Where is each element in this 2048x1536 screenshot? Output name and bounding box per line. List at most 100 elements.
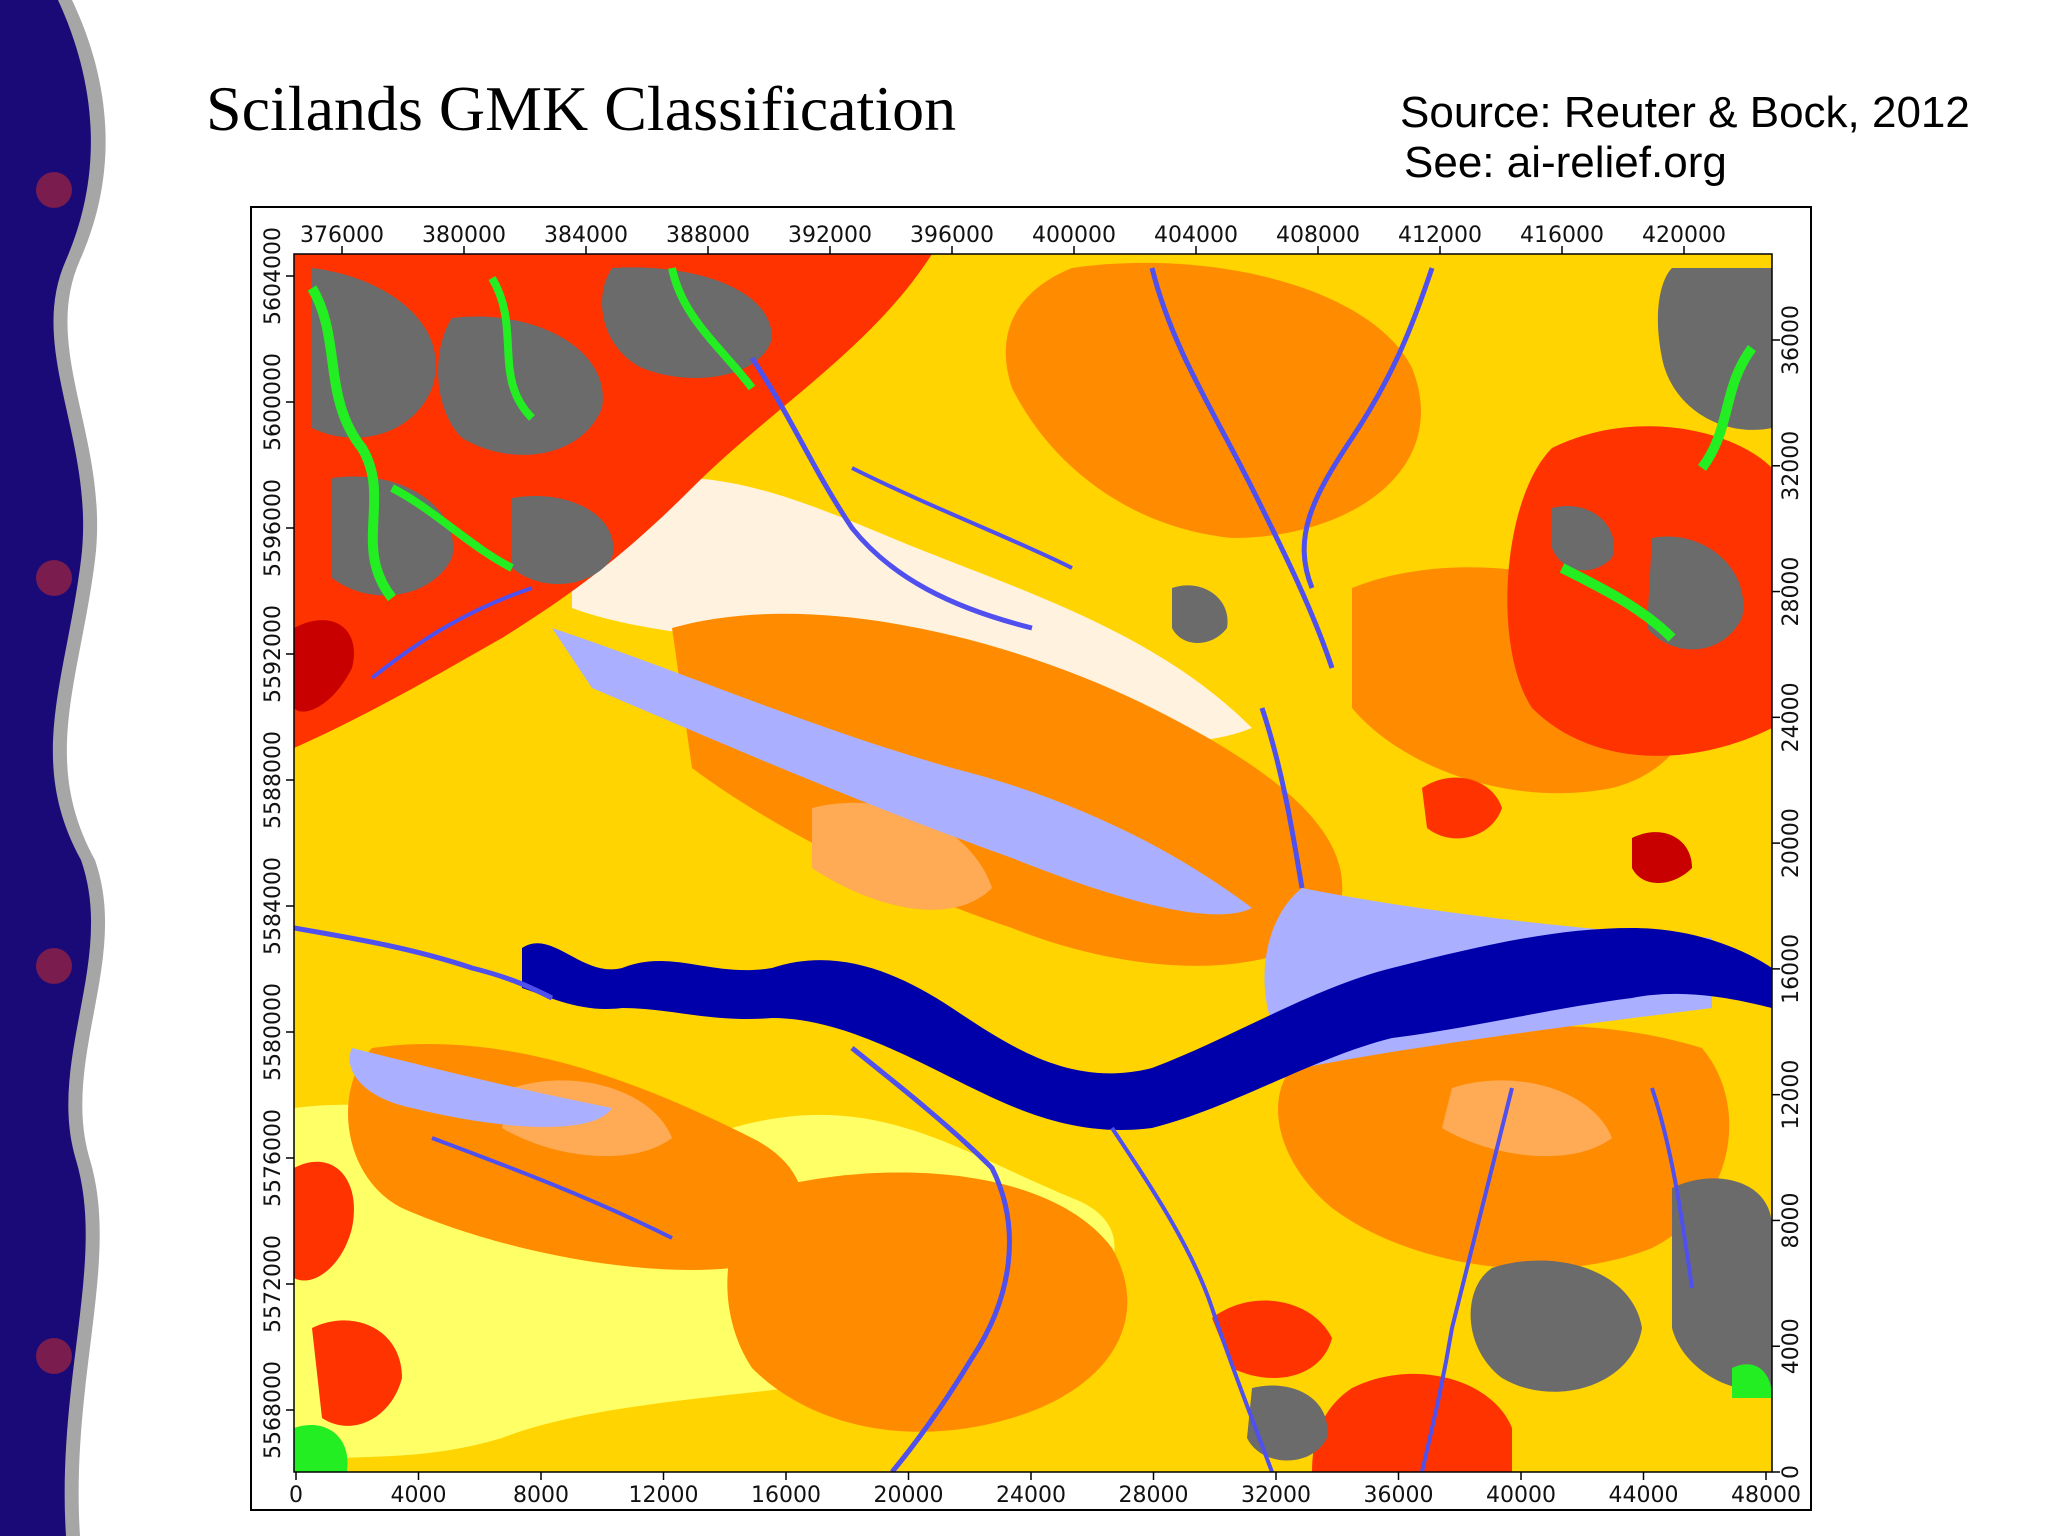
x-bottom-tick-label: 0: [289, 1483, 303, 1508]
x-bottom-tick-label: 8000: [513, 1483, 569, 1508]
se-steep-slopes: [1312, 1373, 1512, 1472]
stream-9: [431, 1136, 673, 1240]
map-raster: [294, 254, 1772, 1472]
y-right-tick-label: 36000: [1779, 305, 1804, 375]
y-left-tick-label: 5576000: [261, 1109, 286, 1207]
west-steep-slopes: [294, 1161, 354, 1281]
x-top-tick-label: 420000: [1642, 223, 1726, 248]
nw-dark-red-strip: [294, 620, 354, 712]
y-right-tick-label: 12000: [1779, 1060, 1804, 1130]
x-top-tick-label: 388000: [666, 223, 750, 248]
pale-blue-floodplain-3: [349, 1048, 612, 1127]
se-green-patch: [1732, 1364, 1772, 1398]
east-summits-1: [1657, 268, 1772, 430]
sw-green-patch: [294, 1424, 348, 1472]
nw-summits-5: [512, 496, 614, 585]
y-right-tick-label: 16000: [1779, 934, 1804, 1004]
east-green-channel-2: [1559, 563, 1676, 642]
x-top-tick-label: 376000: [300, 223, 384, 248]
y-left-tick-label: 5604000: [261, 227, 286, 325]
bullet-dot-1: [36, 172, 72, 208]
pale-blue-floodplain-1: [552, 628, 1252, 915]
y-left-tick-label: 5580000: [261, 983, 286, 1081]
stream-12: [370, 586, 533, 680]
website-reference: See: ai-relief.org: [1404, 138, 1727, 187]
x-bottom-tick-label: 36000: [1364, 1483, 1434, 1508]
slide-title: Scilands GMK Classification: [206, 73, 957, 144]
x-top-tick-label: 408000: [1276, 223, 1360, 248]
stream-10: [1420, 1087, 1514, 1472]
stream-8: [294, 925, 554, 1001]
bullet-dot-2: [36, 560, 72, 596]
x-top-tick-label: 392000: [788, 223, 872, 248]
x-top-tick-label: 396000: [910, 223, 994, 248]
y-right-tick-label: 8000: [1779, 1192, 1804, 1248]
x-bottom-tick-label: 24000: [996, 1483, 1066, 1508]
red-inlier-1: [1422, 777, 1502, 839]
x-top-tick-label: 412000: [1398, 223, 1482, 248]
stream-network: [294, 267, 1694, 1472]
y-left-tick-label: 5572000: [261, 1235, 286, 1333]
y-right-tick-label: 4000: [1779, 1318, 1804, 1374]
se-summits-1: [1470, 1260, 1642, 1392]
x-bottom-tick-label: 4000: [391, 1483, 447, 1508]
x-bottom-tick-label: 16000: [751, 1483, 821, 1508]
light-orange-patch-3: [1442, 1080, 1612, 1157]
x-top-tick-label: 404000: [1154, 223, 1238, 248]
nw-summits-3: [602, 267, 772, 378]
nw-summits-2: [438, 316, 603, 455]
nw-green-channel-2: [488, 275, 535, 421]
x-bottom-tick-label: 12000: [629, 1483, 699, 1508]
y-left-tick-label: 5592000: [261, 605, 286, 703]
x-bottom-tick-label: 20000: [874, 1483, 944, 1508]
y-right-tick-label: 32000: [1779, 431, 1804, 501]
x-top-tick-label: 416000: [1520, 223, 1604, 248]
main-river-channel: [522, 928, 1772, 1130]
x-bottom-tick-label: 32000: [1241, 1483, 1311, 1508]
orange-slope-ne: [1005, 262, 1421, 538]
x-top-tick-label: 400000: [1032, 223, 1116, 248]
x-bottom-tick-label: 48000: [1731, 1483, 1801, 1508]
orange-slope-south: [727, 1172, 1128, 1432]
y-left-tick-label: 5600000: [261, 353, 286, 451]
map-border: [293, 253, 1773, 1473]
east-green-channel-1: [1697, 345, 1757, 471]
y-right-tick-label: 24000: [1779, 682, 1804, 752]
y-left-tick-label: 5588000: [261, 731, 286, 829]
stream-1: [749, 356, 1033, 631]
se-steep-slopes-2: [1212, 1300, 1332, 1378]
stream-5: [1259, 707, 1305, 889]
y-left-tick-label: 5584000: [261, 857, 286, 955]
x-top-tick-label: 380000: [422, 223, 506, 248]
stream-6: [850, 1046, 1012, 1472]
map-axes: 0 4000 8000 12000 16000 20000 24000 28000 32000 3…: [261, 223, 1804, 1508]
red-inlier-2: [1632, 832, 1692, 883]
stream-4: [851, 466, 1073, 570]
bullet-dot-4: [36, 1338, 72, 1374]
decorative-wave-border: [0, 0, 106, 1536]
grey-knob-1: [1172, 585, 1228, 643]
y-left-tick-label: 5596000: [261, 479, 286, 577]
stream-2: [1149, 267, 1335, 669]
x-bottom-tick-label: 40000: [1486, 1483, 1556, 1508]
east-summits-2: [1647, 536, 1744, 650]
se-summits-2: [1672, 1178, 1772, 1390]
y-right-tick-label: 28000: [1779, 557, 1804, 627]
stream-7: [1110, 1126, 1274, 1472]
y-right-tick-label: 20000: [1779, 808, 1804, 878]
classification-map-frame: 0 4000 8000 12000 16000 20000 24000 28000 32000 3…: [250, 206, 1812, 1511]
nw-green-channel-1: [307, 285, 396, 602]
stream-11: [1650, 1087, 1694, 1289]
x-bottom-tick-label: 28000: [1119, 1483, 1189, 1508]
x-top-tick-label: 384000: [544, 223, 628, 248]
stream-3: [1301, 267, 1435, 589]
y-left-tick-label: 5568000: [261, 1361, 286, 1459]
se-summits-3: [1247, 1385, 1328, 1461]
bullet-dot-3: [36, 948, 72, 984]
nw-green-channel-4: [390, 484, 514, 572]
y-right-tick-label: 0: [1779, 1465, 1804, 1479]
east-summits-3: [1552, 506, 1614, 571]
source-citation: Source: Reuter & Bock, 2012: [1400, 88, 1970, 137]
light-orange-patch-1: [812, 802, 992, 910]
nw-green-channel-3: [668, 267, 756, 391]
